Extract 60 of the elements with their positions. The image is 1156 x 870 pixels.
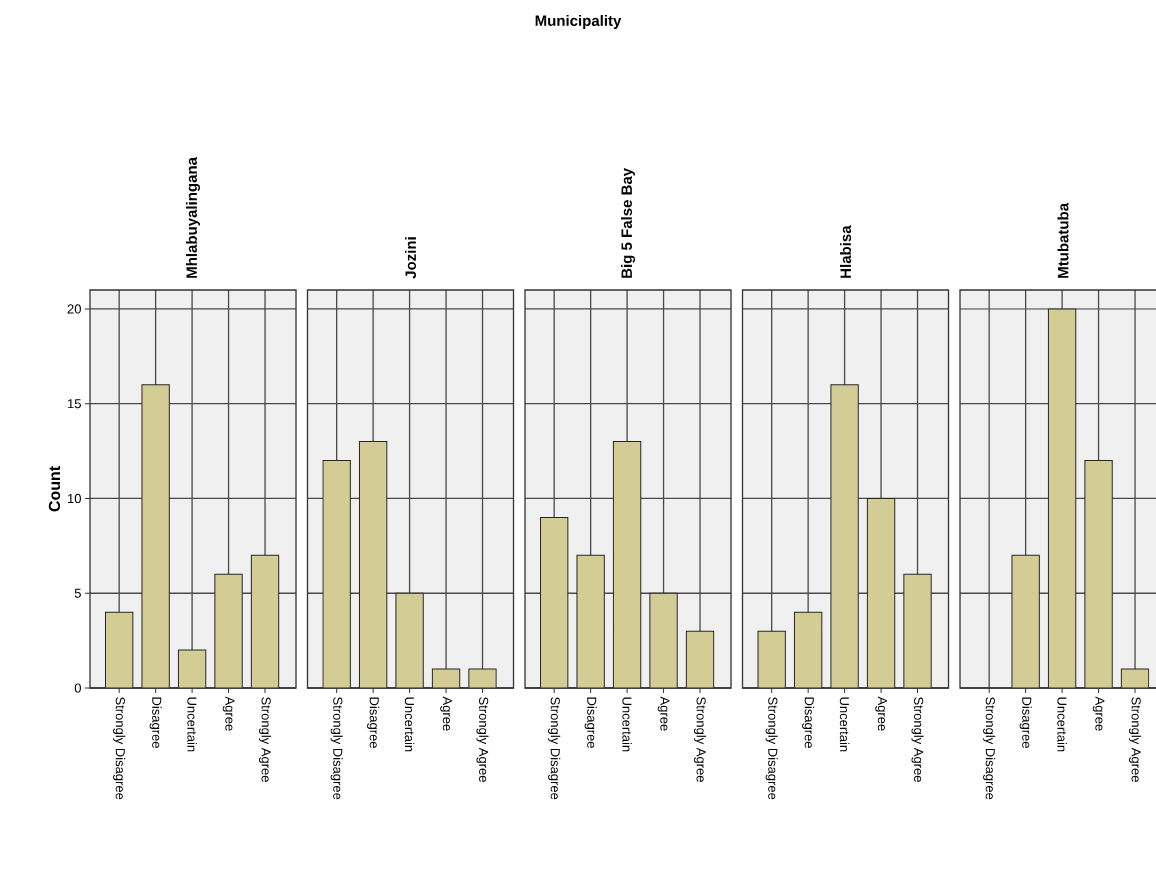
x-tick-label: Agree [875,696,887,731]
y-tick-label: 0 [74,683,81,693]
y-tick-label: 15 [68,399,81,409]
bar [794,612,822,688]
bar [903,573,932,688]
x-tick-label: Strongly Agree [476,697,489,782]
x-tick-label: Strongly Disagree [983,697,996,800]
bar [358,441,388,688]
bar [1011,554,1040,688]
bar [395,592,424,688]
bar [141,384,170,688]
x-tick-label: Uncertain [404,697,415,752]
chart-title: Hlabisa [840,225,852,278]
x-tick-label: Agree [1092,696,1105,731]
x-tick-label: Uncertain [622,697,632,752]
bar [830,384,859,688]
x-tick-label: Strongly Disagree [765,697,778,800]
bar [468,668,497,688]
x-tick-label: Disagree [584,697,597,748]
x-tick-label: Uncertain [187,697,197,752]
x-tick-label: Agree [657,696,670,731]
bar [178,650,206,688]
y-axis-title: Count [48,466,61,512]
x-tick-label: Strongly Disagree [330,697,343,800]
bar [613,441,641,688]
bar [322,460,351,688]
x-tick-label: Agree [222,696,235,731]
x-tick-label: Disagree [367,697,380,748]
bar [758,631,786,688]
chart-title: Mtubatuba [1057,202,1069,278]
x-tick-label: Strongly Agree [1128,697,1142,782]
bar [250,554,280,688]
x-tick-label: Strongly Disagree [548,697,561,800]
bar [431,668,461,688]
y-tick-label: 10 [68,493,81,504]
x-tick-label: Strongly Disagree [113,697,126,800]
y-tick-label: 5 [74,588,81,598]
x-tick-label: Agree [440,696,452,731]
bar [649,593,678,688]
x-tick-label: Disagree [1019,697,1032,748]
x-tick-label: Uncertain [1057,697,1067,752]
bar [1084,460,1113,688]
bar [576,555,605,688]
bar [214,574,243,688]
bar [105,612,133,688]
x-tick-label: Strongly Agree [693,697,707,782]
chart-title: Mhlabuyalingana [185,157,201,278]
x-tick-label: Strongly Agree [911,697,924,782]
x-tick-label: Disagree [149,697,162,748]
bar [867,498,895,688]
x-tick-label: Disagree [802,697,815,748]
y-tick-label: 20 [67,304,81,314]
x-tick-label: Uncertain [839,697,850,752]
x-tick-label: Strongly Agree [258,697,272,782]
bar [540,517,568,688]
bar [685,630,715,688]
chart-title: Big 5 False Bay [620,168,636,278]
text: Municipality [535,15,622,29]
bar [1047,308,1077,688]
chart-title: Jozini [405,237,417,279]
